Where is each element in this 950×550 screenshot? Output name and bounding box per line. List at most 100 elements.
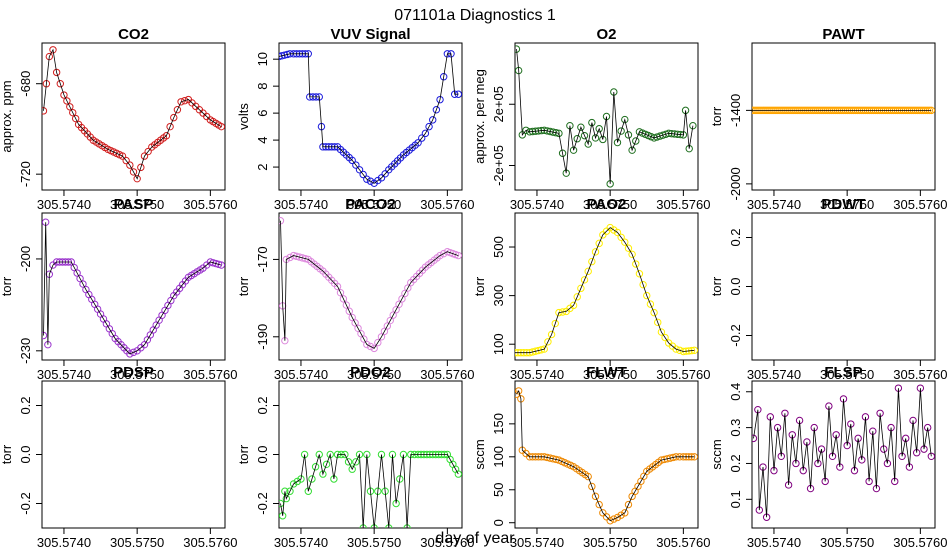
data-point [628,146,636,154]
data-point [396,475,404,483]
data-point [60,91,68,99]
panel-title: PASP [114,196,154,213]
data-point [421,129,430,138]
x-tick-label: 305.5750 [820,367,874,382]
data-point [308,475,316,483]
data-point [584,472,592,481]
y-tick-label: 0.0 [18,445,33,463]
y-tick-label: 0.2 [255,396,270,414]
y-tick-label: 0.2 [728,228,743,246]
series-line [515,227,695,354]
data-point [301,254,310,263]
data-point [588,482,596,491]
panel-pao2: PAO2 torr 305.5740 305.5750 305.5760 100 300 50… [472,196,710,382]
series-line [753,388,932,518]
data-point [923,423,932,432]
y-tick-label: 2 [255,163,270,170]
data-point [315,450,323,459]
panel-title: VUV Signal [330,26,410,43]
data-point [577,284,585,293]
x-tick-label: 305.5760 [183,197,237,212]
data-point [643,291,651,300]
data-point [344,458,353,466]
series-line [280,452,459,528]
data-point [429,116,437,124]
data-point [345,307,353,315]
data-point [573,293,581,301]
x-tick-label: 305.5750 [110,535,164,550]
y-tick-label: 0.3 [728,419,743,437]
panel-title: FLSP [824,364,862,381]
figure-xlabel: day of year [435,530,515,547]
plot-frame [41,212,226,361]
data-point [436,95,444,104]
data-point [613,513,622,522]
data-point [69,108,77,117]
x-tick-label: 305.5740 [274,535,328,550]
data-point [580,131,589,140]
panel-title: PDSP [113,364,154,381]
data-point [552,129,560,137]
data-point [558,308,567,316]
data-point [366,177,375,185]
x-tick-label: 305.5760 [656,535,710,550]
data-point [381,170,389,178]
data-point [672,345,680,353]
data-point [52,68,61,77]
y-tick-label: 4 [255,136,270,143]
data-point [162,132,171,140]
data-point [319,470,327,478]
data-point [297,475,305,483]
data-point [79,280,87,288]
data-point [118,152,127,160]
data-point [555,129,563,138]
data-point [311,463,320,471]
data-point [454,251,462,260]
data-point [279,52,283,61]
data-point [632,137,640,145]
data-point [133,174,141,183]
data-point [166,122,174,131]
data-point [326,450,334,459]
y-tick-label: -680 [18,71,33,97]
data-point [540,345,548,353]
series-group [279,50,462,187]
data-point [610,226,618,234]
data-point [606,223,614,232]
data-point [584,267,592,276]
data-point [515,387,523,395]
y-tick-label: -200 [18,246,33,272]
data-point [370,344,378,353]
data-point [49,46,57,54]
panel-pasp: PASP torr 305.5740 305.5750 305.5760 -230 -200 [0,196,237,382]
y-axis-label: volts [236,103,251,130]
data-point [547,330,556,339]
data-point [591,248,600,256]
series-group [515,45,697,188]
data-point [613,228,622,237]
x-tick-label: 305.5750 [583,535,637,550]
panel-pdwt: PDWT torr 305.5740 305.5750 305.5760 -0.2 0.0 0… [709,196,947,382]
data-point [348,465,356,473]
series-line [280,220,459,349]
x-tick-label: 305.5760 [893,197,947,212]
data-point [286,487,294,495]
data-point [76,274,84,283]
panel-title: PDO2 [350,364,391,381]
data-point [617,127,625,135]
data-point [624,500,633,509]
y-axis-label: torr [236,444,251,464]
series-group [42,46,225,183]
y-tick-label: 0 [491,519,506,526]
series-group [279,217,462,353]
y-tick-label: 100 [491,446,506,468]
panel-title: PACO2 [345,196,396,213]
y-tick-label: -0.2 [255,492,270,514]
y-tick-label: 0.0 [728,277,743,295]
data-point [348,156,356,165]
y-tick-label: -720 [18,161,33,187]
data-point [610,515,618,523]
data-point [126,161,134,169]
panel-pawt: PAWT torr 305.5740 305.5750 305.5760 -2000 -14… [709,26,947,212]
data-point [621,238,629,246]
